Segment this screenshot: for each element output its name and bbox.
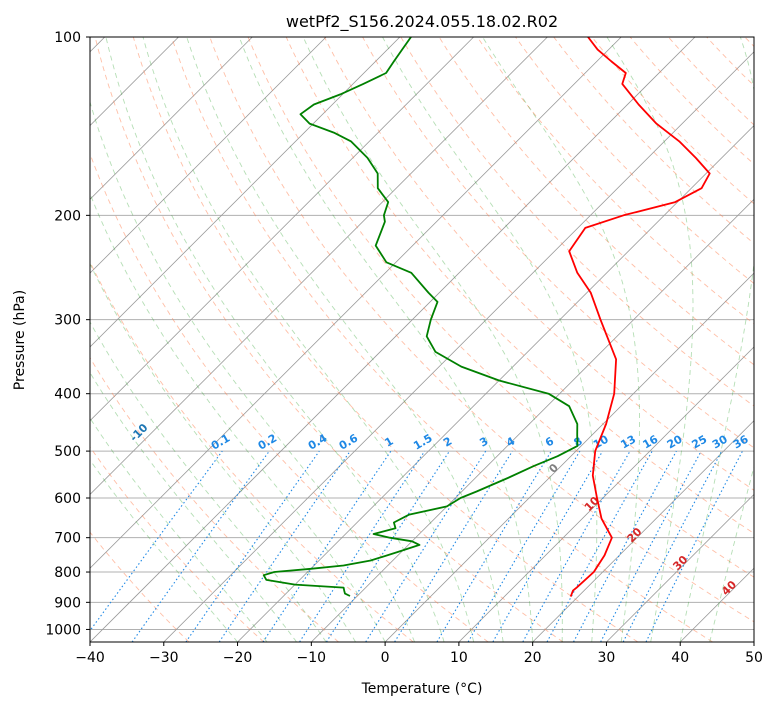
moist-adiabat-line — [90, 262, 356, 642]
mixing-ratio-line — [131, 450, 270, 642]
mixing-ratio-line — [522, 450, 631, 642]
moist-adiabat-line — [482, 37, 640, 642]
moist-adiabat-line — [382, 37, 598, 642]
moist-adiabat-line — [142, 37, 475, 642]
x-axis-label: Temperature (°C) — [361, 681, 483, 697]
y-tick-label: 300 — [54, 313, 81, 329]
y-tick-label: 100 — [54, 30, 81, 46]
y-tick-label: 900 — [54, 595, 81, 611]
mixing-ratio-line — [218, 450, 351, 642]
mixing-ratio-line — [325, 450, 450, 642]
y-tick-label: 200 — [54, 208, 81, 224]
y-axis-ticks: 100 200 300 400 500 600 700 800 900 1000 — [45, 30, 90, 638]
isotherm-line — [90, 37, 548, 496]
x-tick-label: 40 — [671, 650, 689, 666]
mixing-ratio-line — [573, 450, 677, 642]
background-lines — [90, 37, 754, 642]
x-tick-label: 30 — [598, 650, 616, 666]
dry-adiabat-line — [400, 37, 754, 407]
dry-adiabat-line — [90, 261, 414, 642]
moist-adiabat-line — [90, 192, 386, 642]
isotherm-line — [237, 124, 754, 642]
isotherm-line — [90, 37, 474, 422]
dry-adiabat-line — [247, 37, 754, 578]
isotherm-line — [90, 37, 327, 274]
mixing-ratio-line — [90, 450, 223, 632]
moist-adiabat-line — [302, 37, 563, 642]
moist-adiabat-line — [105, 37, 445, 642]
y-tick-label: 700 — [54, 531, 81, 547]
dry-adiabat-line — [132, 37, 639, 642]
moist-adiabat-line — [90, 417, 268, 642]
isotherm-line — [163, 51, 754, 642]
isotherm-line — [458, 346, 754, 642]
y-tick-label: 500 — [54, 444, 81, 460]
dry-adiabat-line — [209, 37, 754, 623]
isotherm-line — [90, 37, 622, 569]
x-tick-label: 50 — [745, 650, 763, 666]
dry-adiabat-line — [90, 356, 339, 642]
moist-adiabat-line — [90, 371, 297, 642]
moist-adiabat-line — [238, 37, 534, 642]
dry-adiabat-line — [90, 152, 489, 642]
mixing-ratio-line — [394, 450, 513, 642]
isotherm-line — [384, 272, 754, 642]
isotherm-line — [606, 493, 754, 642]
x-tick-label: −20 — [223, 650, 253, 666]
isotherm-line — [532, 420, 754, 642]
y-tick-label: 600 — [54, 491, 81, 507]
moist-adiabat-line — [90, 459, 238, 642]
isotherm-line — [90, 37, 253, 200]
x-tick-label: 20 — [524, 650, 542, 666]
dry-adiabat-line — [94, 37, 564, 642]
mixing-ratio-line — [185, 450, 320, 642]
dry-adiabat-line — [476, 37, 754, 325]
isotherm-line — [90, 37, 401, 348]
y-axis-label: Pressure (hPa) — [12, 290, 28, 390]
isotherm-line — [90, 37, 696, 642]
temperature-profile-line — [568, 37, 711, 597]
dry-adiabat-line — [515, 37, 754, 285]
dry-adiabat-line — [362, 37, 754, 449]
chart-title: wetPf2_S156.2024.055.18.02.R02 — [286, 12, 558, 32]
x-tick-label: 10 — [450, 650, 468, 666]
moist-adiabat-line — [90, 100, 416, 642]
x-tick-label: −30 — [149, 650, 179, 666]
moist-adiabat-line — [606, 37, 694, 642]
dry-adiabat-line — [171, 37, 713, 642]
mixing-ratio-line — [262, 450, 392, 642]
y-tick-label: 1000 — [45, 622, 81, 638]
moist-adiabat-line — [186, 37, 504, 642]
y-tick-label: 400 — [54, 387, 81, 403]
pressure-gridlines — [90, 37, 754, 630]
y-tick-label: 800 — [54, 565, 81, 581]
mixing-ratio-line — [645, 450, 743, 642]
dry-adiabat-line — [90, 531, 190, 642]
plot-frame — [89, 36, 755, 643]
x-tick-label: 0 — [381, 650, 390, 666]
dewpoint-profile-line — [262, 37, 579, 597]
x-tick-label: −10 — [297, 650, 327, 666]
x-axis-ticks: −40 −30 −20 −10 0 10 20 30 40 50 — [75, 642, 763, 666]
mixing-ratio-line — [546, 450, 653, 642]
x-tick-label: −40 — [75, 650, 105, 666]
sounding-profiles — [262, 37, 711, 597]
